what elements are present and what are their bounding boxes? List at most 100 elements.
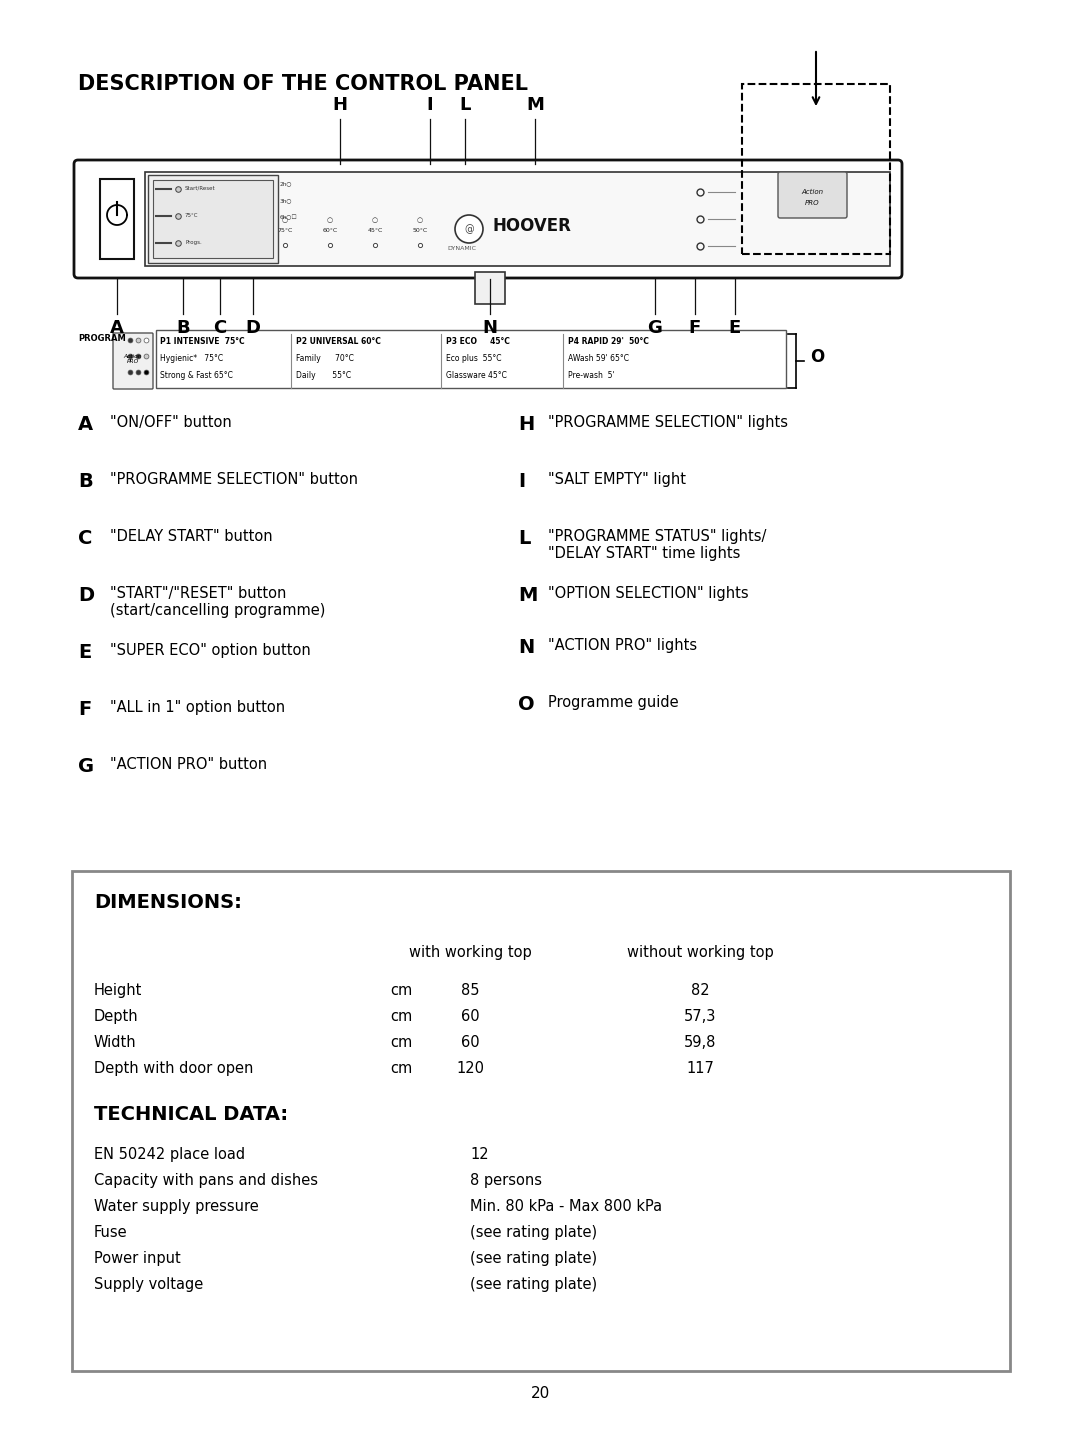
Text: N: N: [518, 638, 535, 656]
Text: 6h○☐: 6h○☐: [280, 214, 298, 220]
Text: Action: Action: [801, 188, 824, 196]
Text: Family      70°C: Family 70°C: [296, 354, 354, 364]
Text: cm: cm: [390, 1009, 413, 1024]
Text: M: M: [518, 585, 538, 606]
Text: L: L: [459, 96, 471, 114]
Text: Progs.: Progs.: [185, 241, 202, 245]
Text: without working top: without working top: [626, 945, 773, 961]
Text: Eco plus  55°C: Eco plus 55°C: [446, 354, 501, 364]
Text: H: H: [333, 96, 348, 114]
Bar: [475, 272, 505, 304]
Text: ○: ○: [372, 217, 378, 223]
Text: "ACTION PRO" lights: "ACTION PRO" lights: [548, 638, 697, 653]
Text: HOOVER: HOOVER: [492, 217, 571, 235]
Text: 12: 12: [470, 1148, 488, 1162]
Bar: [145, 172, 890, 267]
Text: "PROGRAMME SELECTION" lights: "PROGRAMME SELECTION" lights: [548, 414, 788, 430]
Circle shape: [455, 214, 483, 243]
Text: 60: 60: [461, 1009, 480, 1024]
Text: 8 persons: 8 persons: [470, 1174, 542, 1188]
Text: E: E: [729, 319, 741, 338]
Text: "SUPER ECO" option button: "SUPER ECO" option button: [110, 643, 311, 658]
Text: DESCRIPTION OF THE CONTROL PANEL: DESCRIPTION OF THE CONTROL PANEL: [78, 74, 528, 94]
Text: Fuse: Fuse: [94, 1224, 127, 1240]
Text: P2 UNIVERSAL 60°C: P2 UNIVERSAL 60°C: [296, 338, 381, 346]
Text: "ALL in 1" option button: "ALL in 1" option button: [110, 700, 285, 714]
Text: 75°C: 75°C: [185, 213, 199, 217]
Text: ○: ○: [327, 217, 333, 223]
Text: cm: cm: [390, 1035, 413, 1051]
Text: D: D: [78, 585, 94, 606]
Text: 2h○: 2h○: [280, 181, 293, 185]
Text: 60: 60: [461, 1035, 480, 1051]
Text: Height: Height: [94, 982, 143, 998]
Bar: [156, 330, 786, 388]
Text: cm: cm: [390, 982, 413, 998]
Text: Supply voltage: Supply voltage: [94, 1277, 203, 1293]
Text: ○: ○: [417, 217, 423, 223]
Text: "DELAY START" button: "DELAY START" button: [110, 529, 272, 543]
Bar: [148, 175, 278, 264]
Text: A: A: [78, 414, 93, 435]
Text: (see rating plate): (see rating plate): [470, 1277, 597, 1293]
Text: Width: Width: [94, 1035, 137, 1051]
Text: "START"/"RESET" button
(start/cancelling programme): "START"/"RESET" button (start/cancelling…: [110, 585, 325, 619]
Text: 20: 20: [530, 1387, 550, 1401]
Text: C: C: [214, 319, 227, 338]
Text: AWash 59' 65°C: AWash 59' 65°C: [568, 354, 629, 364]
Text: 45°C: 45°C: [367, 227, 382, 233]
FancyBboxPatch shape: [75, 159, 902, 278]
Text: Depth: Depth: [94, 1009, 138, 1024]
Text: (see rating plate): (see rating plate): [470, 1250, 597, 1266]
Text: P1 INTENSIVE  75°C: P1 INTENSIVE 75°C: [160, 338, 245, 346]
Text: P3 ECO     45°C: P3 ECO 45°C: [446, 338, 510, 346]
Text: "PROGRAMME STATUS" lights/
"DELAY START" time lights: "PROGRAMME STATUS" lights/ "DELAY START"…: [548, 529, 767, 561]
Text: 57,3: 57,3: [684, 1009, 716, 1024]
FancyBboxPatch shape: [778, 172, 847, 217]
Text: Capacity with pans and dishes: Capacity with pans and dishes: [94, 1174, 318, 1188]
Text: 82: 82: [691, 982, 710, 998]
Text: G: G: [78, 756, 94, 777]
Text: PROGRAM: PROGRAM: [78, 335, 125, 343]
Text: Pre-wash  5': Pre-wash 5': [568, 371, 615, 380]
Text: (see rating plate): (see rating plate): [470, 1224, 597, 1240]
Text: 59,8: 59,8: [684, 1035, 716, 1051]
Text: "ON/OFF" button: "ON/OFF" button: [110, 414, 232, 430]
Text: Depth with door open: Depth with door open: [94, 1061, 254, 1077]
Text: L: L: [518, 529, 530, 548]
Text: with working top: with working top: [408, 945, 531, 961]
Text: E: E: [78, 643, 91, 662]
Text: P4 RAPID 29'  50°C: P4 RAPID 29' 50°C: [568, 338, 649, 346]
Text: D: D: [245, 319, 260, 338]
Bar: [100, 180, 134, 259]
Text: DIMENSIONS:: DIMENSIONS:: [94, 893, 242, 911]
Text: DYNAMIC: DYNAMIC: [447, 246, 476, 252]
Text: F: F: [689, 319, 701, 338]
Text: Hygienic*   75°C: Hygienic* 75°C: [160, 354, 224, 364]
Text: "SALT EMPTY" light: "SALT EMPTY" light: [548, 472, 686, 487]
Text: EN 50242 place load: EN 50242 place load: [94, 1148, 245, 1162]
Text: F: F: [78, 700, 91, 719]
Text: B: B: [78, 472, 93, 491]
Text: ○: ○: [282, 217, 288, 223]
Text: 117: 117: [686, 1061, 714, 1077]
Text: Programme guide: Programme guide: [548, 696, 678, 710]
Bar: [72, 871, 1010, 1371]
Text: I: I: [427, 96, 433, 114]
Text: Strong & Fast 65°C: Strong & Fast 65°C: [160, 371, 233, 380]
Text: 3h○: 3h○: [280, 199, 293, 203]
FancyBboxPatch shape: [113, 333, 153, 388]
Text: N: N: [483, 319, 498, 338]
Text: Power input: Power input: [94, 1250, 180, 1266]
Text: B: B: [176, 319, 190, 338]
Text: 75°C: 75°C: [278, 227, 293, 233]
Text: 85: 85: [461, 982, 480, 998]
Text: Min. 80 kPa - Max 800 kPa: Min. 80 kPa - Max 800 kPa: [470, 1198, 662, 1214]
Bar: [742, 84, 890, 254]
Text: cm: cm: [390, 1061, 413, 1077]
Text: @: @: [464, 225, 474, 233]
Text: PRO: PRO: [806, 200, 820, 206]
Text: Action
PRO: Action PRO: [124, 354, 143, 364]
Text: M: M: [526, 96, 544, 114]
Text: 60°C: 60°C: [322, 227, 338, 233]
